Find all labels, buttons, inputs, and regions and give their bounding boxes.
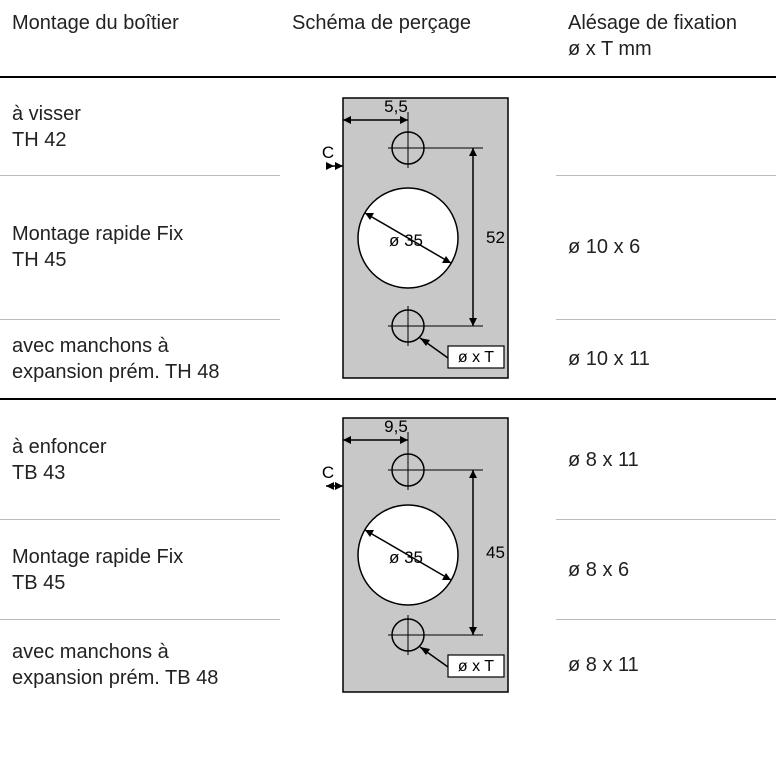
s1-val1 — [556, 78, 776, 176]
s2-row1: à enfoncer TB 43 — [0, 400, 280, 520]
header-col1: Montage du boîtier — [0, 0, 280, 76]
s1-row2: Montage rapide Fix TH 45 — [0, 176, 280, 319]
maindia-2: ø 35 — [389, 548, 423, 567]
section-1: à visser TH 42 Montage rapide Fix TH 45 … — [0, 78, 776, 400]
s1-val3: ø 10 x 11 — [556, 320, 776, 398]
s2r1l1: à enfoncer — [12, 434, 268, 460]
s1r2l1: Montage rapide Fix — [12, 221, 268, 247]
maindia-1: ø 35 — [389, 231, 423, 250]
s2-row3: avec manchons à expansion prém. TB 48 — [0, 620, 280, 710]
vspacing-2: 45 — [486, 543, 505, 562]
header-col3-l2: ø x T mm — [568, 38, 652, 60]
s1r3l1: avec manchons à — [12, 333, 268, 359]
s2r2l1: Montage rapide Fix — [12, 544, 268, 570]
s1r2l2: TH 45 — [12, 247, 268, 273]
s2-val1: ø 8 x 11 — [556, 400, 776, 520]
drilling-diagram-1: C 5,5 ø 35 — [288, 88, 548, 388]
section1-diagram: C 5,5 ø 35 — [280, 78, 556, 398]
s2r2l2: TB 45 — [12, 570, 268, 596]
section-2: à enfoncer TB 43 Montage rapide Fix TB 4… — [0, 400, 776, 710]
c-label-2: C — [322, 463, 334, 482]
section2-values: ø 8 x 11 ø 8 x 6 ø 8 x 11 — [556, 400, 776, 710]
c-label-1: C — [322, 143, 334, 162]
s1r1l1: à visser — [12, 101, 268, 127]
s1-val2: ø 10 x 6 — [556, 176, 776, 319]
s2r3l1: avec manchons à — [12, 639, 268, 665]
oxT-1: ø x T — [458, 349, 494, 366]
s2-val3: ø 8 x 11 — [556, 620, 776, 710]
topdim-2: 9,5 — [384, 417, 408, 436]
s2r1l2: TB 43 — [12, 460, 268, 486]
drilling-diagram-2: C 9,5 ø 35 — [288, 410, 548, 700]
section1-labels: à visser TH 42 Montage rapide Fix TH 45 … — [0, 78, 280, 398]
header-col2: Schéma de perçage — [280, 0, 556, 76]
drilling-table: Montage du boîtier Schéma de perçage Alé… — [0, 0, 776, 710]
s1-row1: à visser TH 42 — [0, 78, 280, 176]
header-col3: Alésage de fixation ø x T mm — [556, 0, 776, 76]
section1-values: ø 10 x 6 ø 10 x 11 — [556, 78, 776, 398]
s2-row2: Montage rapide Fix TB 45 — [0, 520, 280, 620]
s1r1l2: TH 42 — [12, 127, 268, 153]
section2-diagram: C 9,5 ø 35 — [280, 400, 556, 710]
oxT-2: ø x T — [458, 658, 494, 675]
header-col3-l1: Alésage de fixation — [568, 12, 737, 34]
topdim-1: 5,5 — [384, 97, 408, 116]
vspacing-1: 52 — [486, 228, 505, 247]
s2r3l2: expansion prém. TB 48 — [12, 665, 268, 691]
s1-row3: avec manchons à expansion prém. TH 48 — [0, 320, 280, 398]
section2-labels: à enfoncer TB 43 Montage rapide Fix TB 4… — [0, 400, 280, 710]
s1r3l2: expansion prém. TH 48 — [12, 359, 268, 385]
s2-val2: ø 8 x 6 — [556, 520, 776, 620]
header-row: Montage du boîtier Schéma de perçage Alé… — [0, 0, 776, 78]
